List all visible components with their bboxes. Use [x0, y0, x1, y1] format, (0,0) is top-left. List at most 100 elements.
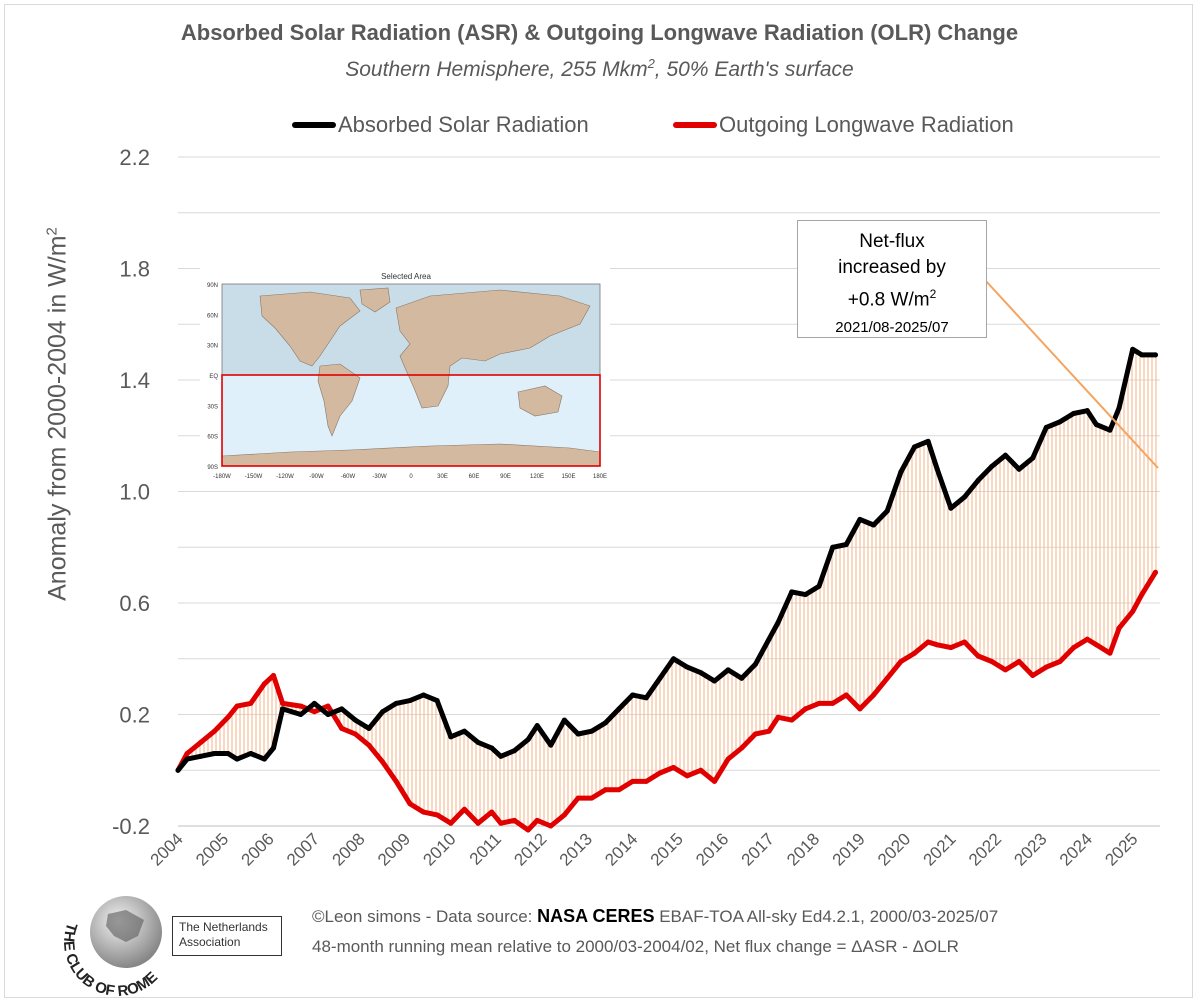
footer-source-bold: NASA CERES — [537, 906, 655, 926]
legend-swatch-olr — [673, 122, 717, 128]
y-tick-label: -0.2 — [112, 814, 150, 839]
data-point-olr — [843, 692, 849, 698]
data-point-asr — [925, 438, 931, 444]
data-point-olr — [380, 759, 386, 765]
data-point-asr — [684, 664, 690, 670]
inset-selected-area — [221, 374, 601, 467]
data-point-asr — [589, 728, 595, 734]
data-point-asr — [843, 541, 849, 547]
data-point-asr — [1130, 346, 1136, 352]
data-point-asr — [248, 751, 254, 757]
data-point-olr — [1084, 636, 1090, 642]
inset-lon-label: -90W — [309, 474, 324, 480]
data-point-olr — [884, 675, 890, 681]
data-point-asr — [1071, 410, 1077, 416]
data-point-asr — [525, 737, 531, 743]
series-lines — [175, 346, 1158, 833]
data-point-asr — [380, 709, 386, 715]
data-point-asr — [211, 751, 217, 757]
data-point-olr — [739, 745, 745, 751]
data-point-olr — [766, 728, 772, 734]
legend-item-olr: Outgoing Longwave Radiation — [673, 112, 1014, 138]
inset-lon-label: 150E — [561, 474, 575, 480]
data-point-asr — [534, 723, 540, 729]
data-point-olr — [1043, 664, 1049, 670]
data-point-asr — [1002, 452, 1008, 458]
data-point-asr — [766, 636, 772, 642]
y-tick-label: 0.2 — [119, 703, 150, 728]
data-point-asr — [448, 734, 454, 740]
data-point-asr — [339, 706, 345, 712]
data-point-olr — [498, 820, 504, 826]
data-point-asr — [739, 675, 745, 681]
inset-lon-label: 60E — [469, 474, 480, 480]
data-point-asr — [511, 748, 517, 754]
data-point-asr — [871, 522, 877, 528]
data-point-olr — [1030, 672, 1036, 678]
data-point-olr — [261, 681, 267, 687]
data-point-asr — [857, 516, 863, 522]
data-point-olr — [511, 817, 517, 823]
annotation-line1: Net-flux — [859, 231, 925, 252]
y-tick-label: 2.2 — [119, 145, 150, 170]
x-tick-label: 2010 — [419, 829, 459, 869]
data-point-olr — [339, 725, 345, 731]
x-tick-label: 2004 — [147, 829, 187, 869]
data-point-asr — [461, 728, 467, 734]
annotation-line2: increased by — [838, 257, 946, 278]
data-point-olr — [561, 812, 567, 818]
inset-lon-label: -150W — [245, 474, 263, 480]
data-point-asr — [393, 700, 399, 706]
data-point-asr — [602, 720, 608, 726]
data-point-asr — [884, 508, 890, 514]
continent-australia — [517, 385, 563, 417]
logo-association-line2: Association — [179, 935, 241, 949]
logo-association-line1: The Netherlands — [179, 920, 268, 934]
data-point-olr — [802, 706, 808, 712]
data-point-olr — [448, 820, 454, 826]
data-point-olr — [421, 809, 426, 815]
x-tick-label: 2011 — [466, 829, 505, 868]
data-point-olr — [461, 806, 467, 812]
data-point-olr — [934, 642, 940, 648]
data-point-olr — [1152, 569, 1158, 575]
continent-greenland — [359, 287, 391, 313]
data-point-olr — [775, 714, 781, 720]
data-point-olr — [198, 739, 204, 745]
x-tick-label: 2012 — [510, 829, 550, 869]
annotation-period: 2021/08-2025/07 — [835, 319, 949, 337]
data-point-olr — [525, 827, 531, 833]
data-point-olr — [475, 820, 481, 826]
data-point-asr — [311, 700, 317, 706]
net-flux-hatch — [179, 351, 1157, 826]
data-point-olr — [830, 700, 836, 706]
x-tick-label: 2017 — [738, 829, 778, 869]
legend-swatch-asr — [292, 122, 336, 128]
data-point-olr — [225, 714, 231, 720]
data-point-asr — [1139, 352, 1145, 358]
data-point-asr — [752, 661, 758, 667]
chart-subtitle: Southern Hemisphere, 255 Mkm2, 50% Earth… — [0, 56, 1199, 82]
data-point-olr — [962, 639, 968, 645]
data-point-asr — [725, 667, 731, 673]
data-point-olr — [711, 778, 717, 784]
x-tick-label: 2020 — [874, 829, 914, 869]
data-point-olr — [211, 728, 217, 734]
data-point-olr — [489, 809, 495, 815]
inset-lat-label: EQ — [209, 374, 218, 380]
continent-north-america — [259, 291, 361, 367]
continent-africa-eurasia — [395, 289, 591, 409]
data-point-asr — [1107, 427, 1113, 433]
x-tick-label: 2023 — [1010, 829, 1050, 869]
data-point-olr — [816, 700, 822, 706]
data-point-olr — [1093, 642, 1099, 648]
inset-lon-label: -60W — [341, 474, 356, 480]
footer-source-suffix: EBAF-TOA All-sky Ed4.2.1, 2000/03-2025/0… — [654, 907, 999, 926]
data-point-asr — [1116, 405, 1122, 411]
data-point-olr — [630, 778, 636, 784]
data-point-asr — [898, 469, 904, 475]
data-point-olr — [311, 709, 317, 715]
data-point-olr — [1071, 645, 1077, 651]
data-point-asr — [1093, 422, 1099, 428]
